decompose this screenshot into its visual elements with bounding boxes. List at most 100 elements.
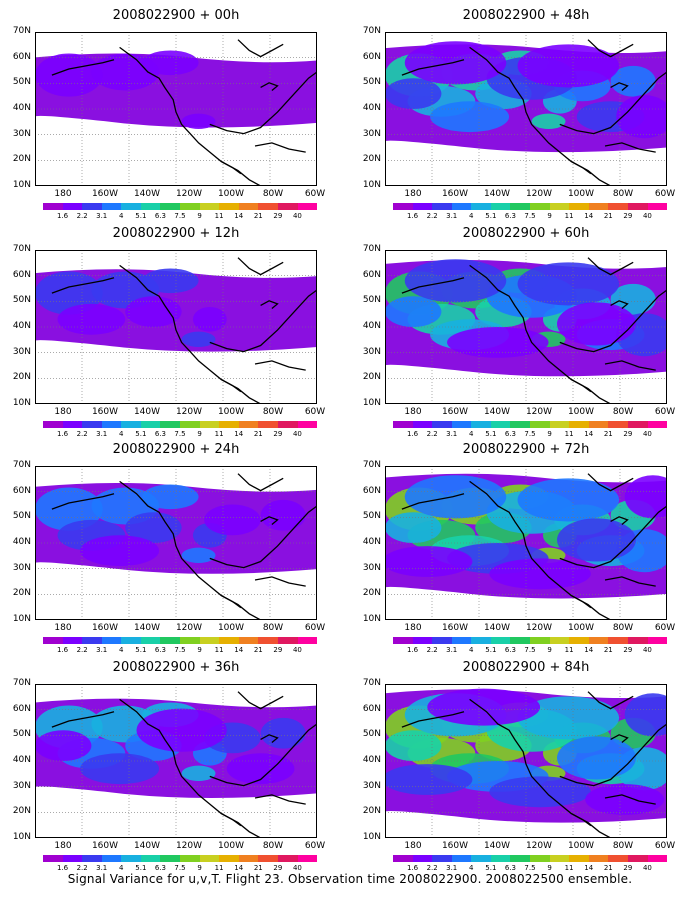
colorbar-label: 1.6 (406, 430, 419, 438)
colorbar-swatch (62, 421, 83, 428)
lat-tick-label: 50N (362, 729, 381, 740)
colorbar-label: 9 (547, 646, 552, 654)
colorbar-label: 11 (564, 646, 574, 654)
coastline (254, 576, 306, 587)
colorbar-swatch (432, 855, 452, 862)
colorbar-swatch (569, 203, 589, 210)
colorbar-swatch (160, 855, 181, 862)
variance-contour (557, 736, 636, 780)
lat-tick-label: 40N (362, 537, 381, 547)
variance-contour (489, 776, 591, 808)
lon-tick-label: 100W (567, 623, 595, 633)
panel-title: 2008022900 + 72h (462, 442, 590, 457)
colorbar-label: 5.1 (485, 212, 497, 220)
variance-contour (616, 95, 667, 139)
colorbar-label: 1.6 (56, 212, 69, 220)
colorbar-label: 29 (623, 646, 633, 654)
colorbar-swatch (432, 421, 452, 428)
colorbar-swatch (588, 203, 609, 210)
lat-tick-label: 40N (362, 755, 381, 765)
lon-tick-label: 120W (525, 623, 553, 633)
colorbar-label: 6.3 (154, 864, 166, 872)
variance-contour (585, 784, 665, 815)
lat-tick-label: 70N (12, 460, 31, 470)
variance-contour (427, 688, 541, 726)
lon-tick-label: 160W (441, 841, 469, 851)
colorbar-label: 1.6 (56, 430, 69, 438)
colorbar-label: 21 (253, 212, 263, 220)
coastline (610, 82, 629, 92)
lon-tick-label: 80W (612, 189, 634, 199)
lat-tick-label: 30N (362, 346, 381, 357)
colorbar-label: 3.1 (446, 212, 458, 220)
colorbar (43, 203, 318, 210)
lat-tick-label: 40N (362, 321, 381, 331)
lon-tick-label: 100W (217, 407, 245, 417)
coastline (119, 264, 242, 393)
coastline (604, 142, 656, 153)
colorbar-label: 40 (642, 864, 652, 872)
colorbar-label: 4 (469, 430, 474, 438)
colorbar-swatch (588, 421, 609, 428)
map-border (385, 32, 667, 186)
panel-title: 2008022900 + 00h (112, 8, 240, 23)
lat-tick-label: 50N (12, 729, 31, 740)
colorbar-label: 6.3 (154, 646, 166, 654)
lat-tick-label: 60N (362, 703, 381, 714)
lon-tick-label: 80W (262, 623, 284, 633)
colorbar-swatch (101, 421, 122, 428)
lon-tick-label: 160W (91, 407, 119, 417)
colorbar-label: 4 (119, 646, 124, 654)
colorbar-label: 5.1 (135, 646, 147, 654)
colorbar-label: 21 (603, 430, 613, 438)
colorbar-swatch (140, 421, 161, 428)
colorbar-swatch (510, 855, 531, 862)
map-panel (385, 466, 667, 620)
colorbar-swatch (43, 421, 63, 428)
colorbar-label: 7.5 (524, 212, 536, 220)
colorbar-swatch (160, 637, 181, 644)
colorbar-swatch (258, 421, 278, 428)
colorbar-label: 6.3 (504, 646, 516, 654)
lon-tick-label: 140W (483, 189, 511, 199)
lon-tick-label: 100W (217, 189, 245, 199)
colorbar (393, 203, 668, 210)
lat-tick-label: 40N (12, 755, 31, 765)
lon-tick-label: 60W (304, 623, 326, 633)
variance-contour (447, 327, 549, 358)
colorbar-label: 9 (197, 646, 202, 654)
colorbar-label: 2.2 (426, 212, 438, 220)
colorbar (393, 855, 668, 862)
colorbar-swatch (219, 203, 239, 210)
colorbar-swatch (451, 203, 472, 210)
colorbar-label: 40 (642, 646, 652, 654)
colorbar-swatch (471, 637, 491, 644)
colorbar-swatch (647, 203, 668, 210)
lon-tick-label: 140W (483, 841, 511, 851)
colorbar-label: 2.2 (426, 864, 438, 872)
colorbar-label: 2.2 (76, 430, 88, 438)
variance-contour (181, 113, 216, 130)
colorbar-swatch (277, 203, 298, 210)
variance-contour (181, 765, 216, 782)
colorbar-label: 29 (623, 212, 633, 220)
lon-tick-label: 60W (654, 189, 676, 199)
colorbar-label: 4 (119, 212, 124, 220)
colorbar (43, 855, 318, 862)
colorbar-swatch (647, 637, 668, 644)
colorbar-label: 3.1 (96, 212, 108, 220)
colorbar-label: 14 (584, 430, 594, 438)
lon-tick-label: 180 (404, 189, 422, 199)
lon-tick-label: 80W (262, 189, 284, 199)
variance-contour (142, 484, 199, 510)
colorbar-label: 29 (623, 430, 633, 438)
colorbar-swatch (608, 637, 628, 644)
map-panel (35, 684, 317, 838)
lat-tick-label: 30N (362, 562, 381, 573)
lon-tick-label: 160W (91, 623, 119, 633)
map-border (35, 466, 317, 620)
variance-contour (226, 753, 295, 785)
lat-tick-label: 70N (362, 244, 381, 254)
colorbar-label: 14 (234, 864, 244, 872)
colorbar-swatch (82, 421, 102, 428)
